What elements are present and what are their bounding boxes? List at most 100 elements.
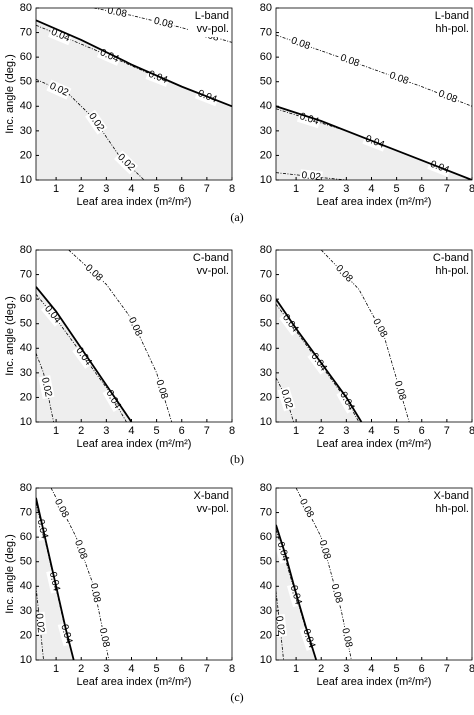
x-tick-label: 7 (204, 663, 210, 675)
contour-label-bg (299, 169, 323, 180)
y-tick-label: 40 (260, 580, 272, 592)
x-axis-label: Leaf area index (m²/m²) (77, 196, 192, 208)
annotation: vv-pol. (197, 503, 229, 515)
x-tick-label: 1 (53, 425, 59, 437)
x-tick-label: 2 (318, 425, 324, 437)
x-tick-label: 2 (78, 183, 84, 195)
plot-frame (275, 7, 473, 181)
panel: 0.080.080.080.080.040.040.040.021 2 3 4 5 6 7 8… (260, 2, 474, 208)
contour-label-bg (386, 69, 412, 88)
annotation: X-band (434, 490, 469, 502)
y-tick-label: 30 (20, 125, 32, 137)
x-tick-label: 6 (179, 183, 185, 195)
plot-frame (35, 487, 233, 661)
boundary-line (36, 497, 75, 660)
x-tick-label: 4 (128, 183, 134, 195)
y-tick-label: 70 (20, 268, 32, 280)
x-axis-label: Leaf area index (m²/m²) (317, 196, 432, 208)
contour-label-group: 0.02 (299, 169, 323, 183)
contour-label-bg (114, 150, 139, 175)
y-tick-label: 80 (20, 482, 32, 494)
y-axis-label: Inc. angle (deg.) (4, 296, 16, 376)
x-tick-label: 8 (229, 425, 235, 437)
plot-area: 0.080.080.080.080.040.040.040.02 (276, 34, 472, 183)
contour-label-bg (51, 495, 72, 521)
y-tick-label: 30 (260, 367, 272, 379)
contour-label-bg (315, 537, 334, 562)
contour-label-bg (296, 495, 317, 521)
x-tick-label: 8 (229, 663, 235, 675)
y-tick-label: 60 (20, 531, 32, 543)
x-tick-label: 4 (368, 425, 374, 437)
boundary-line (276, 105, 472, 180)
contour-label-bg (85, 109, 108, 135)
contour-label-group: 0.04 (276, 539, 292, 564)
annotation: vv-pol. (197, 23, 229, 35)
contour-label-group: 0.02 (277, 386, 296, 412)
y-tick-label: 50 (260, 556, 272, 568)
boundary-line (276, 298, 363, 422)
x-tick-label: 5 (154, 183, 160, 195)
y-tick-label: 20 (20, 629, 32, 641)
x-tick-label: 5 (394, 425, 400, 437)
contour-label: 0.02 (273, 615, 286, 636)
contour-label-bg (152, 377, 171, 402)
contour-label-bg (38, 375, 55, 400)
y-tick-label: 80 (20, 2, 32, 14)
annotation: C-band (193, 252, 229, 264)
y-tick-label: 20 (20, 391, 32, 403)
contour-label: 0.08 (106, 5, 128, 20)
plot-area: 0.080.080.080.040.040.040.02 (276, 250, 410, 422)
annotation: vv-pol. (197, 265, 229, 277)
x-axis-label: Leaf area index (m²/m²) (77, 676, 192, 688)
x-axis-label: Leaf area index (m²/m²) (77, 438, 192, 450)
x-tick-label: 7 (204, 425, 210, 437)
y-axis-label: Inc. angle (deg.) (4, 54, 16, 134)
contour-line (276, 172, 347, 180)
annotation-bg (428, 489, 471, 517)
y-tick-label: 60 (260, 293, 272, 305)
y-tick-label: 50 (20, 556, 32, 568)
y-tick-label: 40 (260, 342, 272, 354)
y-tick-label: 80 (260, 244, 272, 256)
y-tick-label: 30 (20, 605, 32, 617)
x-tick-label: 4 (368, 183, 374, 195)
annotation: L-band (435, 10, 469, 22)
contour-label: 0.08 (153, 379, 169, 401)
caption: (a) (230, 210, 243, 224)
y-tick-label: 80 (260, 2, 272, 14)
annotation: hh-pol. (435, 503, 469, 515)
annotation: L-band (195, 10, 229, 22)
contour-label: 0.02 (33, 613, 46, 634)
y-tick-label: 50 (20, 76, 32, 88)
y-tick-label: 80 (260, 482, 272, 494)
contour-label-bg (105, 8, 130, 21)
contour-label: 0.08 (317, 539, 333, 561)
y-tick-label: 70 (20, 26, 32, 38)
y-tick-label: 40 (260, 100, 272, 112)
x-tick-label: 4 (128, 425, 134, 437)
y-tick-label: 70 (260, 26, 272, 38)
annotation-bg (188, 251, 231, 279)
y-tick-label: 10 (20, 416, 32, 428)
y-tick-label: 30 (260, 605, 272, 617)
x-tick-label: 2 (318, 183, 324, 195)
contour-label: 0.08 (97, 627, 112, 649)
y-tick-label: 40 (20, 580, 32, 592)
annotation-bg (188, 489, 231, 517)
contour-label-bg (369, 315, 391, 341)
contour-label-bg (391, 378, 409, 403)
annotation: X-band (194, 490, 229, 502)
contour-label-group: 0.08 (96, 625, 113, 650)
contour-label-bg (40, 302, 65, 327)
x-axis-label: Leaf area index (m²/m²) (317, 676, 432, 688)
y-tick-label: 10 (20, 654, 32, 666)
x-tick-label: 1 (53, 183, 59, 195)
contour-label-bg (125, 314, 146, 340)
contour-label-bg (46, 79, 72, 100)
contour-label-bg (288, 34, 313, 53)
y-tick-label: 50 (260, 318, 272, 330)
contour-label: 0.02 (301, 170, 322, 183)
y-tick-label: 30 (260, 125, 272, 137)
x-tick-label: 6 (419, 183, 425, 195)
